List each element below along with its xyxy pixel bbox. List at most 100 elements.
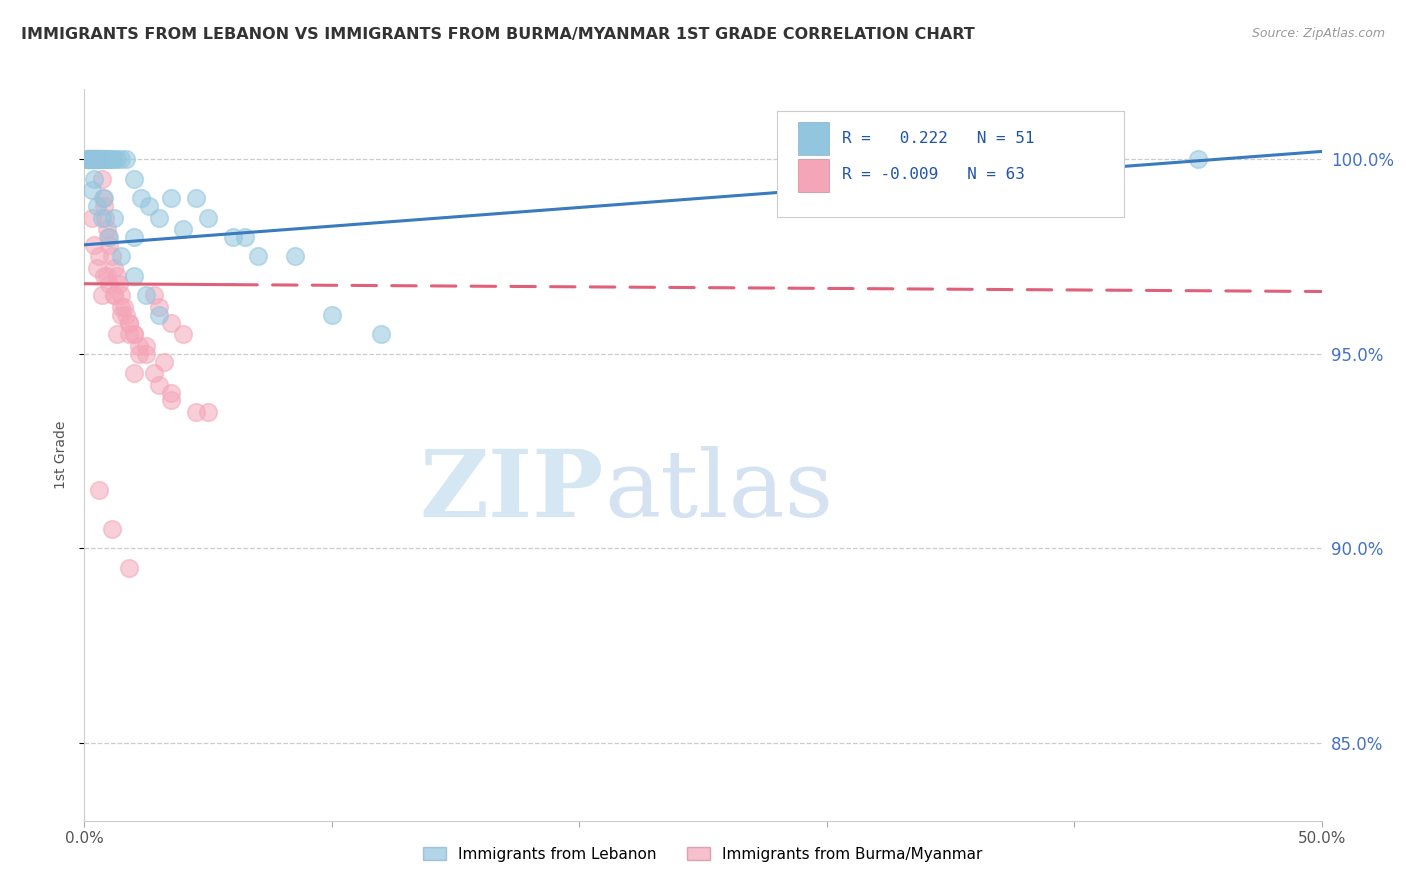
Point [89, 153, 111, 167]
Point [77, 153, 100, 167]
Point [90, 153, 112, 167]
Point [89, 153, 111, 167]
Point [197, 405, 219, 419]
Point [110, 250, 132, 264]
Point [122, 268, 145, 283]
Point [118, 316, 141, 330]
Point [83, 153, 105, 167]
Point [83, 153, 105, 167]
Point [122, 327, 145, 342]
Point [115, 308, 138, 322]
Point [148, 300, 170, 314]
Point [148, 308, 170, 322]
Point [90, 171, 112, 186]
Point [86, 153, 108, 167]
Point [233, 230, 256, 244]
Point [122, 366, 145, 380]
Point [246, 250, 269, 264]
Point [108, 277, 131, 291]
Point [83, 237, 105, 252]
Point [184, 191, 207, 205]
Point [79, 153, 101, 167]
Point [152, 354, 174, 368]
Point [122, 230, 145, 244]
Point [98, 237, 121, 252]
Point [79, 153, 101, 167]
Point [160, 393, 183, 408]
Text: ZIP: ZIP [420, 447, 605, 536]
Point [76, 153, 98, 167]
Point [82, 153, 104, 167]
Point [94, 153, 117, 167]
Point [118, 327, 141, 342]
Point [110, 300, 132, 314]
Point [129, 191, 152, 205]
Point [148, 211, 170, 225]
Point [135, 339, 157, 353]
Point [98, 230, 121, 244]
Point [93, 153, 115, 167]
Point [89, 483, 111, 497]
Point [82, 153, 104, 167]
Point [80, 211, 103, 225]
Point [160, 191, 183, 205]
Point [160, 316, 183, 330]
FancyBboxPatch shape [778, 112, 1123, 218]
Point [80, 153, 103, 167]
Point [89, 250, 111, 264]
Point [128, 347, 150, 361]
Point [100, 522, 122, 536]
Point [89, 153, 111, 167]
Point [122, 171, 145, 186]
Point [284, 250, 307, 264]
Point [80, 153, 103, 167]
Point [103, 288, 125, 302]
Bar [799, 159, 830, 192]
Point [160, 385, 183, 400]
Point [135, 347, 157, 361]
Point [93, 268, 115, 283]
Point [97, 230, 120, 244]
Point [84, 153, 107, 167]
Point [222, 230, 245, 244]
Point [83, 171, 105, 186]
Point [89, 153, 111, 167]
Point [1187, 153, 1209, 167]
Text: atlas: atlas [605, 447, 834, 536]
Point [77, 153, 100, 167]
Point [98, 277, 121, 291]
Point [86, 153, 108, 167]
Point [94, 211, 117, 225]
Point [91, 153, 114, 167]
Point [100, 250, 122, 264]
Legend: Immigrants from Lebanon, Immigrants from Burma/Myanmar: Immigrants from Lebanon, Immigrants from… [418, 840, 988, 868]
Point [103, 261, 125, 276]
Point [172, 327, 194, 342]
Text: IMMIGRANTS FROM LEBANON VS IMMIGRANTS FROM BURMA/MYANMAR 1ST GRADE CORRELATION C: IMMIGRANTS FROM LEBANON VS IMMIGRANTS FR… [21, 27, 974, 42]
Point [105, 153, 128, 167]
Point [103, 288, 125, 302]
Point [118, 560, 141, 574]
Point [96, 268, 118, 283]
Point [105, 268, 128, 283]
Point [86, 199, 108, 213]
Point [91, 191, 114, 205]
Point [90, 288, 112, 302]
Point [197, 211, 219, 225]
Point [110, 288, 132, 302]
Point [96, 153, 118, 167]
Point [172, 222, 194, 236]
Point [370, 327, 392, 342]
Point [87, 153, 110, 167]
Point [184, 405, 207, 419]
Point [112, 300, 135, 314]
Point [122, 327, 145, 342]
Point [97, 153, 120, 167]
Text: R = -0.009   N = 63: R = -0.009 N = 63 [842, 168, 1025, 182]
Point [80, 183, 103, 197]
Point [103, 211, 125, 225]
Text: Source: ZipAtlas.com: Source: ZipAtlas.com [1251, 27, 1385, 40]
Point [321, 308, 343, 322]
Point [148, 377, 170, 392]
Point [105, 327, 128, 342]
